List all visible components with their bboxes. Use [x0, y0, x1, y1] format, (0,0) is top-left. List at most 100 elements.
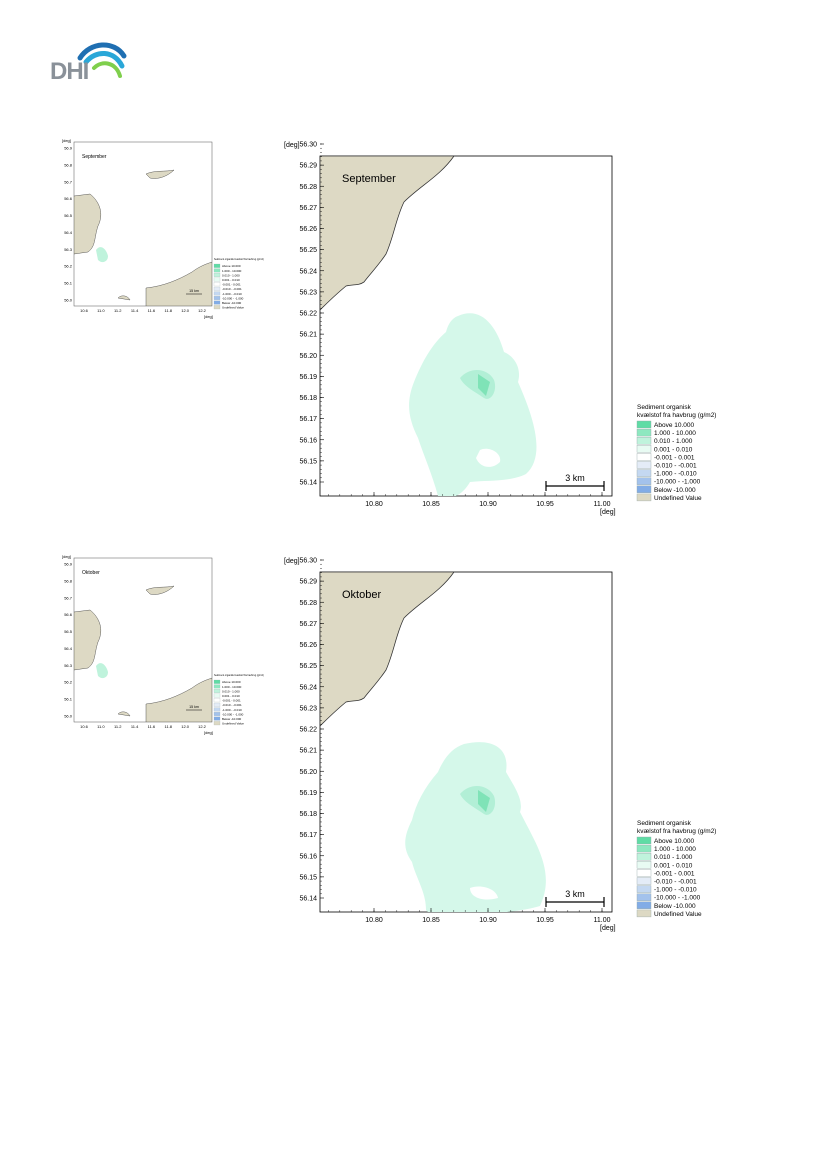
y-tick-label: 56.16 — [299, 853, 317, 860]
overview-legend-swatch — [213, 291, 221, 296]
dhi-logo-text: DHI — [50, 58, 89, 85]
legend-swatch — [636, 836, 652, 845]
overview-x-tick: 11.4 — [131, 724, 139, 729]
legend-item-label: Above 10.000 — [654, 422, 695, 429]
plume-hole — [476, 448, 501, 467]
overview-x-tick: 11.8 — [165, 724, 173, 729]
legend-swatch — [636, 869, 652, 877]
map-content — [320, 572, 546, 912]
y-tick-label: 56.27 — [299, 621, 317, 628]
legend-swatch — [636, 909, 652, 918]
legend-swatch — [636, 885, 652, 893]
month-label: Oktober — [342, 589, 381, 601]
legend-item-label: Below -10.000 — [654, 903, 696, 910]
x-tick-label: 10.90 — [479, 917, 497, 924]
overview-y-tick: 56.3 — [64, 247, 73, 252]
y-tick-label: 56.24 — [299, 268, 317, 275]
overview-legend-item: 0.010 - 1.000 — [222, 273, 240, 277]
overview-legend-item: -0.001 - 0.001 — [222, 699, 241, 703]
legend-swatch — [636, 877, 652, 885]
legend-item-label: Below -10.000 — [654, 487, 696, 494]
y-tick-label: 56.21 — [299, 748, 317, 755]
legend-swatch — [636, 853, 652, 861]
y-tick-label: 56.23 — [299, 705, 317, 712]
overview-legend-item: Below -10.000 — [222, 717, 242, 721]
overview-x-unit: [deg] — [204, 314, 213, 319]
overview-legend-swatch — [213, 305, 221, 310]
y-tick-label: 56.30 — [299, 142, 317, 149]
overview-scale-label: 15 km — [189, 705, 199, 709]
legend-title: Sediment organisk — [637, 404, 692, 411]
overview-legend-item: -0.010 - -0.001 — [222, 287, 242, 291]
legend-swatch — [636, 477, 652, 485]
legend-item-label: 0.001 - 0.010 — [654, 862, 693, 869]
legend-title: Sediment organisk — [637, 820, 692, 827]
overview-y-tick: 56.9 — [64, 146, 73, 151]
overview-legend-item: 0.001 - 0.010 — [222, 278, 240, 282]
overview-y-tick: 56.9 — [64, 562, 73, 567]
overview-y-tick: 56.7 — [64, 179, 73, 184]
y-tick-label: 56.29 — [299, 163, 317, 170]
legend-swatch — [636, 437, 652, 445]
overview-plume — [96, 663, 108, 679]
overview-x-tick: 11.4 — [131, 308, 139, 313]
overview-legend-item: Above 10.000 — [222, 264, 241, 268]
overview-x-tick: 12.0 — [181, 308, 190, 313]
dhi-logo: DHI — [50, 38, 130, 85]
overview-y-tick: 56.2 — [64, 680, 73, 685]
overview-x-tick: 12.2 — [198, 724, 207, 729]
y-tick-label: 56.21 — [299, 332, 317, 339]
legend-title: kvælstof fra havbrug (g/m2) — [637, 828, 716, 835]
legend-swatch — [636, 469, 652, 477]
overview-x-tick: 12.2 — [198, 308, 207, 313]
y-unit-label: [deg] — [284, 558, 300, 565]
dhi-logo-arcs-icon — [77, 42, 127, 78]
legend-item-label: -0.010 - -0.001 — [654, 463, 697, 470]
overview-y-tick: 56.8 — [64, 578, 73, 583]
y-tick-label: 56.22 — [299, 311, 317, 318]
overview-legend-swatch — [213, 689, 221, 693]
overview-legend-swatch — [213, 693, 221, 698]
overview-y-tick: 56.4 — [64, 646, 73, 651]
x-tick-label: 10.80 — [365, 917, 383, 924]
overview-legend-item: 0.001 - 0.010 — [222, 694, 240, 698]
legend-item-label: -10.000 - -1.000 — [654, 895, 701, 902]
x-unit-label: [deg] — [600, 509, 616, 516]
y-tick-label: 56.20 — [299, 353, 317, 360]
y-tick-label: 56.15 — [299, 458, 317, 465]
y-tick-label: 56.29 — [299, 579, 317, 586]
y-tick-label: 56.22 — [299, 727, 317, 734]
overview-y-tick: 56.5 — [64, 213, 73, 218]
legend-item-label: 0.010 - 1.000 — [654, 854, 693, 861]
y-tick-label: 56.19 — [299, 790, 317, 797]
overview-y-tick: 56.7 — [64, 595, 73, 600]
legend-item-label: 0.001 - 0.010 — [654, 446, 693, 453]
overview-x-tick: 11.8 — [165, 308, 173, 313]
legend-swatch — [636, 893, 652, 901]
x-tick-label: 10.90 — [479, 501, 497, 508]
overview-y-tick: 56.3 — [64, 663, 73, 668]
y-tick-label: 56.26 — [299, 226, 317, 233]
overview-island — [145, 169, 175, 179]
overview-y-tick: 56.2 — [64, 264, 73, 269]
overview-land-southeast — [145, 677, 212, 722]
overview-legend-item: -0.001 - 0.001 — [222, 283, 241, 287]
legend-item-label: -0.001 - 0.001 — [654, 870, 695, 877]
overview-y-tick: 56.0 — [64, 714, 73, 719]
x-tick-label: 11.00 — [594, 501, 611, 508]
overview-x-tick: 11.2 — [114, 724, 122, 729]
overview-legend-item: -10.000 - -1.000 — [222, 296, 244, 300]
overview-x-tick: 11.6 — [148, 308, 156, 313]
overview-x-unit: [deg] — [204, 730, 213, 735]
legend-item-label: Undefined Value — [654, 911, 702, 918]
legend-item-label: -1.000 - -0.010 — [654, 887, 697, 894]
overview-legend-item: -1.000 - -0.010 — [222, 708, 242, 712]
overview-month-label: September — [82, 154, 107, 160]
overview-y-unit: [deg] — [62, 554, 71, 559]
overview-legend-swatch — [213, 707, 221, 712]
y-tick-label: 56.28 — [299, 600, 317, 607]
y-tick-label: 56.20 — [299, 769, 317, 776]
overview-legend-swatch — [213, 286, 221, 291]
x-tick-label: 11.00 — [594, 917, 611, 924]
x-unit-label: [deg] — [600, 925, 616, 932]
